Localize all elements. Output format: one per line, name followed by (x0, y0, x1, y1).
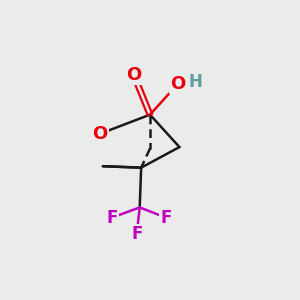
Text: O: O (126, 66, 141, 84)
Text: F: F (160, 209, 172, 227)
Text: F: F (131, 225, 142, 243)
Text: O: O (170, 75, 186, 93)
Text: O: O (92, 125, 108, 143)
Text: H: H (189, 73, 202, 91)
Text: F: F (106, 209, 117, 227)
